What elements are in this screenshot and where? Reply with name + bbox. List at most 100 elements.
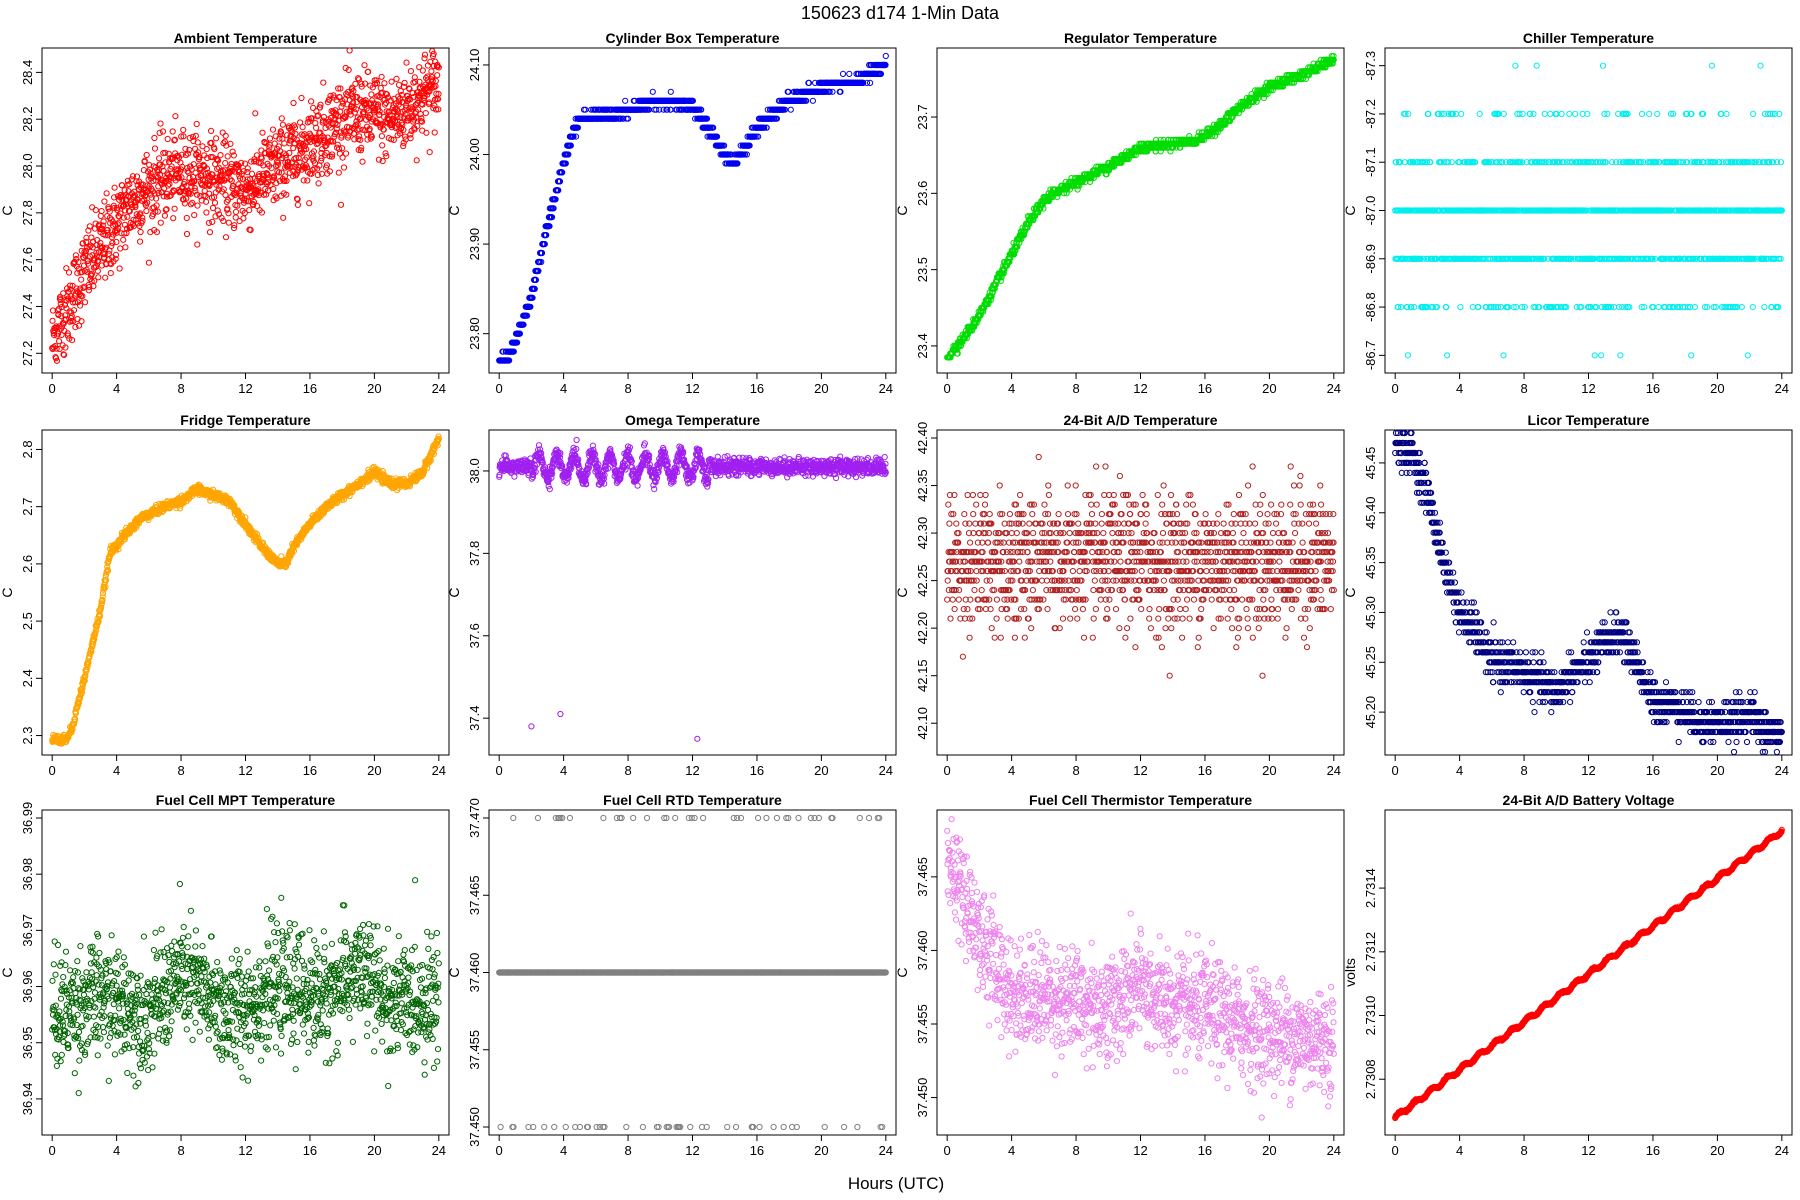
data-point xyxy=(271,140,278,147)
y-tick-label: -86.8 xyxy=(1363,292,1378,322)
y-tick-label: 23.90 xyxy=(467,228,482,261)
x-tick-label: 12 xyxy=(1581,381,1595,396)
data-point xyxy=(250,198,257,205)
data-point xyxy=(1457,304,1464,311)
data-point xyxy=(143,151,150,159)
data-point xyxy=(82,250,89,257)
data-point xyxy=(273,195,280,202)
data-point xyxy=(95,274,102,281)
data-point xyxy=(222,191,229,199)
y-axis-label: C xyxy=(1342,205,1358,215)
y-tick-label: -87.2 xyxy=(1363,99,1378,129)
data-point xyxy=(219,129,226,136)
data-point xyxy=(70,307,78,314)
data-point xyxy=(1530,110,1537,118)
data-point xyxy=(264,187,272,194)
data-point xyxy=(378,133,385,140)
data-point xyxy=(171,137,178,144)
data-point xyxy=(1541,110,1548,118)
data-point xyxy=(222,234,230,241)
data-point xyxy=(112,221,119,228)
data-point xyxy=(262,179,269,186)
data-point xyxy=(407,68,414,75)
data-point xyxy=(285,124,293,132)
data-point xyxy=(227,140,234,147)
data-point xyxy=(187,190,194,197)
data-point xyxy=(91,277,98,284)
data-point xyxy=(234,202,241,209)
data-point xyxy=(180,126,187,134)
data-point xyxy=(153,173,160,180)
data-point xyxy=(426,149,433,156)
y-tick-label: 23.80 xyxy=(467,317,482,350)
data-point xyxy=(206,229,214,236)
x-tick-label: 0 xyxy=(496,381,503,396)
data-point xyxy=(153,195,160,202)
data-point xyxy=(206,181,213,188)
data-point xyxy=(57,300,64,308)
data-point xyxy=(183,214,190,222)
data-point xyxy=(167,174,175,181)
data-point xyxy=(67,282,74,289)
data-point xyxy=(82,299,89,306)
data-point xyxy=(1558,110,1565,118)
data-point xyxy=(352,80,359,87)
data-point xyxy=(106,208,113,215)
data-point xyxy=(61,351,68,358)
data-point xyxy=(191,178,198,185)
data-point xyxy=(145,259,152,266)
data-point xyxy=(217,152,224,159)
data-point xyxy=(114,221,121,228)
data-point xyxy=(269,126,277,133)
data-point xyxy=(403,59,410,66)
data-point xyxy=(144,199,151,206)
data-point xyxy=(209,204,217,212)
data-point xyxy=(178,174,185,181)
x-tick-label: 8 xyxy=(1072,381,1079,396)
data-point xyxy=(219,167,227,175)
data-point xyxy=(73,285,80,292)
data-point xyxy=(170,215,177,222)
data-point xyxy=(295,166,302,174)
data-point xyxy=(146,166,154,173)
data-point xyxy=(165,150,172,157)
data-point xyxy=(233,189,240,196)
data-point xyxy=(193,120,200,128)
data-point xyxy=(130,216,137,223)
data-point xyxy=(162,149,169,156)
data-point xyxy=(52,355,60,362)
data-point xyxy=(164,135,171,143)
data-point xyxy=(649,88,656,95)
data-point xyxy=(53,345,60,352)
data-point xyxy=(232,208,240,215)
data-point xyxy=(304,177,311,184)
data-point xyxy=(159,163,166,170)
data-point xyxy=(162,206,169,213)
x-tick-label: 4 xyxy=(1008,381,1015,396)
y-tick-label: 23.6 xyxy=(915,181,930,206)
x-tick-label: 16 xyxy=(1198,381,1212,396)
x-tick-label: 4 xyxy=(113,381,120,396)
panel-title: Chiller Temperature xyxy=(1523,30,1654,46)
data-point xyxy=(107,270,114,277)
data-point xyxy=(622,97,629,104)
points xyxy=(496,52,889,364)
data-point xyxy=(270,185,277,193)
y-axis-label: C xyxy=(0,205,15,215)
x-tick-label: 24 xyxy=(1775,381,1789,396)
data-point xyxy=(99,222,106,229)
data-point xyxy=(190,161,197,168)
data-point xyxy=(1469,304,1476,311)
data-point xyxy=(281,140,288,147)
data-point xyxy=(62,344,69,351)
data-point xyxy=(191,212,198,219)
data-point xyxy=(203,165,210,172)
data-point xyxy=(434,72,441,79)
data-point xyxy=(231,222,238,229)
data-point xyxy=(199,143,206,150)
data-point xyxy=(86,284,93,291)
data-point xyxy=(64,332,72,339)
data-point xyxy=(171,205,178,212)
